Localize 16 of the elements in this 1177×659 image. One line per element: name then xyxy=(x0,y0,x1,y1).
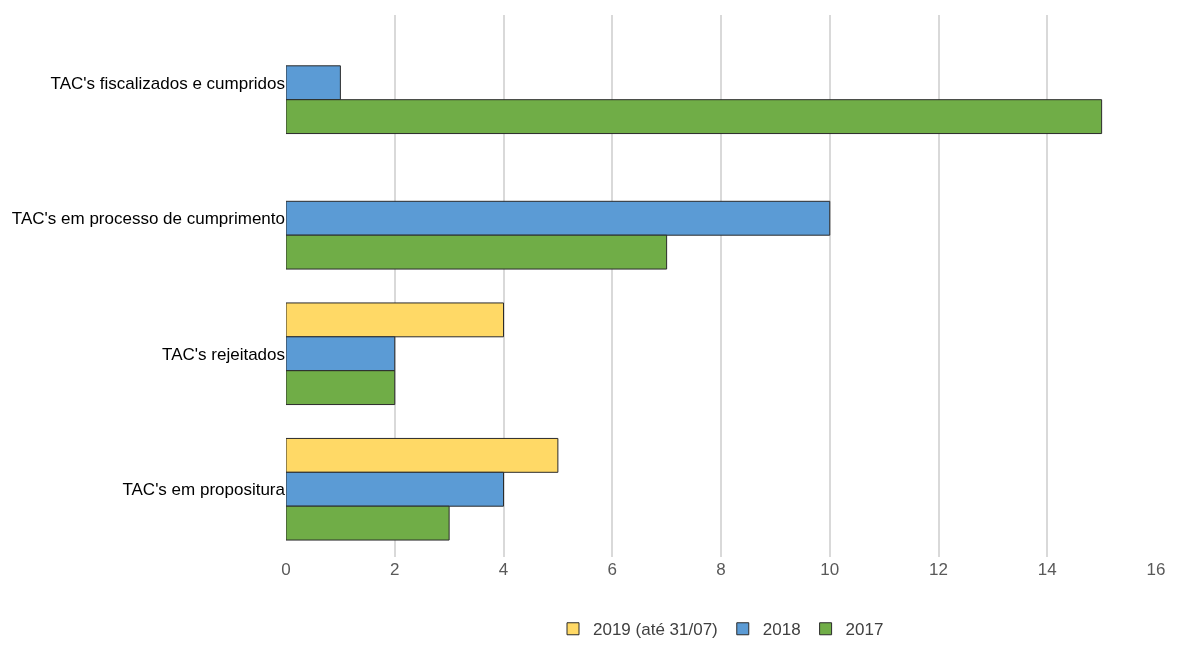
x-tick-label: 16 xyxy=(1146,560,1166,579)
x-tick-label: 10 xyxy=(820,560,840,579)
legend-label: 2019 (até 31/07) xyxy=(593,620,718,640)
x-tick-label: 6 xyxy=(607,560,617,579)
legend-label: 2017 xyxy=(845,620,884,640)
y-tick-label: TAC's rejeitados xyxy=(162,344,285,364)
legend-label: 2018 xyxy=(762,620,801,640)
y-tick-label: TAC's fiscalizados e cumpridos xyxy=(50,73,285,93)
x-tick-label: 8 xyxy=(716,560,726,579)
y-tick-label: TAC's em propositura xyxy=(122,480,286,500)
x-tick-label: 4 xyxy=(498,560,509,579)
x-tick-label: 2 xyxy=(390,560,400,579)
x-tick-label: 14 xyxy=(1037,560,1057,579)
x-tick-label: 0 xyxy=(281,560,291,579)
x-tick-label: 12 xyxy=(929,560,948,579)
y-tick-label: TAC's em processo de cumprimento xyxy=(11,209,285,229)
